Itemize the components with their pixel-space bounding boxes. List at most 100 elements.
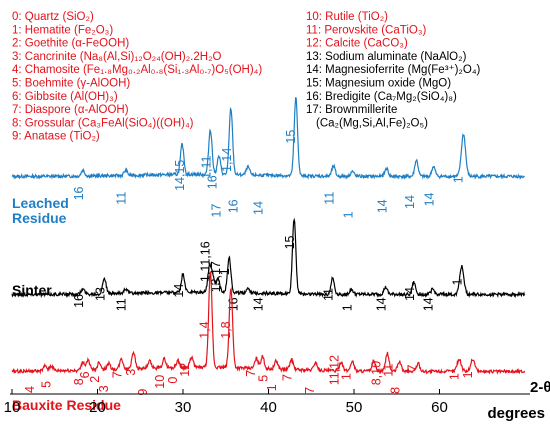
peak-label: 8,10 (370, 361, 384, 385)
peak-label: 15 (283, 235, 297, 249)
peak-label: 13,17 (209, 261, 223, 292)
peak-label: 7 (303, 387, 317, 394)
peak-label: 1,11,16 (199, 241, 213, 282)
legend-entry-right: 12: Calcite (CaCO₃) (306, 38, 408, 50)
peak-label: 1,8 (219, 321, 233, 338)
legend-entry-right: 15: Magnesium oxide (MgO) (306, 78, 451, 90)
peak-label: 1 (452, 176, 466, 183)
x-tick-label: 40 (260, 399, 277, 416)
peak-label: 7 (405, 365, 419, 372)
peak-label: 15 (284, 130, 298, 144)
peak-label: 6 (78, 371, 92, 378)
peak-label: 12 (178, 363, 192, 377)
peak-label: 11 (323, 192, 337, 205)
peak-label: 14 (422, 297, 436, 311)
peak-label: 1 (447, 373, 461, 380)
peak-label: 11 (115, 298, 129, 311)
legend-entry-right: 16: Bredigite (Ca₇Mg₂(SiO₄)₈) (306, 91, 457, 103)
peak-label: 14 (252, 297, 266, 311)
peak-label: 1 (340, 304, 354, 311)
x-tick-label: 30 (175, 399, 192, 416)
legend-entry-left: 7: Diaspore (α-AlOOH) (12, 104, 129, 116)
peak-label: 16 (72, 294, 86, 308)
peak-label: 16 (227, 199, 241, 213)
peak-label: 1,11 (199, 155, 213, 178)
series-name-label: Leached (12, 195, 69, 211)
peak-label: 3 (97, 385, 111, 392)
peak-label: 11 (115, 192, 129, 205)
series-trace (11, 217, 526, 299)
x-tick-label: 50 (346, 399, 363, 416)
peak-label: 9 (136, 389, 150, 396)
legend-entry-left: 5: Boehmite (γ-AlOOH) (12, 78, 130, 90)
series-name-label: Sinter (12, 282, 52, 298)
x-axis-title-line1: 2-θ (530, 379, 550, 396)
peak-label: 16 (205, 175, 219, 189)
peak-label: 16 (72, 186, 86, 200)
x-axis-title-line2: degrees (487, 405, 545, 422)
peak-label: 8 (72, 378, 86, 385)
peak-label: 1 (451, 279, 465, 286)
peak-label: 14 (403, 287, 417, 301)
peak-label: 8 (388, 387, 402, 394)
peak-label: 1 (218, 268, 232, 275)
legend-entry-left: 1: Hematite (Fe₂O₃) (12, 24, 113, 36)
peak-label: 1,4 (198, 321, 212, 338)
peak-label: 3 (124, 369, 138, 376)
x-tick-label: 20 (89, 399, 106, 416)
peak-label: 11 (322, 288, 336, 301)
legend-entry-left: 2: Goethite (α-FeOOH) (12, 38, 129, 50)
series-name-label: Bauxite Residue (12, 397, 121, 413)
peak-label: 1 (265, 384, 279, 391)
x-axis: 2-θ degrees 10 20 30 40 50 60 (4, 379, 550, 422)
peak-label: 14,15 (173, 160, 187, 191)
peak-label: 2 (88, 376, 102, 383)
legend-entry-right: 13: Sodium aluminate (NaAlO₂) (306, 51, 467, 63)
legend-entry-right: 14: Magnesioferrite (Mg(Fe³⁺)₂O₄) (306, 64, 481, 76)
peak-label: 5 (40, 381, 54, 388)
series-name-label: Residue (12, 210, 67, 226)
legend-entry-left: 9: Anatase (TiO₂) (12, 131, 100, 143)
peak-label: 1 (341, 211, 355, 218)
peak-label: 10 (153, 375, 167, 389)
x-tick-label: 60 (431, 399, 448, 416)
peak-label: 11 (382, 364, 396, 377)
series-trace (11, 97, 525, 180)
peak-label: 16 (227, 297, 241, 311)
peak-label: 7 (244, 370, 258, 377)
legend-entry-right: (Ca₂(Mg,Si,Al,Fe)₂O₅) (316, 117, 428, 129)
legend-entry-right: 17: Brownmillerite (306, 104, 397, 116)
legend-entry-right: 10: Rutile (TiO₂) (306, 11, 388, 23)
peak-label: 14 (252, 201, 266, 215)
peak-label: 5 (257, 375, 271, 382)
peak-label: 14 (403, 195, 417, 209)
legend-entry-left: 8: Grossular (Ca₃FeAl(SiO₄)((OH)₄) (12, 117, 194, 129)
legend: 0: Quartz (SiO₂)1: Hematite (Fe₂O₃) 2: Go… (12, 11, 481, 143)
peak-label: 14 (375, 297, 389, 311)
peak-label: 7 (110, 371, 124, 378)
peak-label: 0 (166, 377, 180, 384)
legend-entry-left: 3: Cancrinite (Na₈(Al,Si)₁₂O₂₄(OH)₂.2H₂O (12, 51, 222, 63)
peak-label: 4 (23, 386, 37, 393)
peak-label: 1 (461, 371, 475, 378)
peak-label: 14 (376, 199, 390, 213)
peak-label: 14 (423, 192, 437, 206)
peak-label: 7 (281, 374, 295, 381)
legend-entry-left: 6: Gibbsite (Al(OH)₃) (12, 91, 118, 103)
peak-label: 1 (340, 373, 354, 380)
peak-label: 1,14 (220, 148, 234, 172)
peak-label: 17 (210, 204, 224, 218)
peak-label: 14 (172, 284, 186, 298)
legend-entry-left: 0: Quartz (SiO₂) (12, 11, 94, 23)
legend-entry-right: 11: Perovskite (CaTiO₃) (306, 24, 427, 36)
peak-label: 11,12 (328, 355, 342, 385)
x-tick-label: 10 (4, 399, 21, 416)
legend-entry-left: 4: Chamosite (Fe₁.₈Mg₀.₂Al₀.₈(Si₁.₃Al₀.₇… (12, 64, 262, 76)
series-trace (11, 271, 526, 375)
peak-label: 13 (93, 287, 107, 301)
